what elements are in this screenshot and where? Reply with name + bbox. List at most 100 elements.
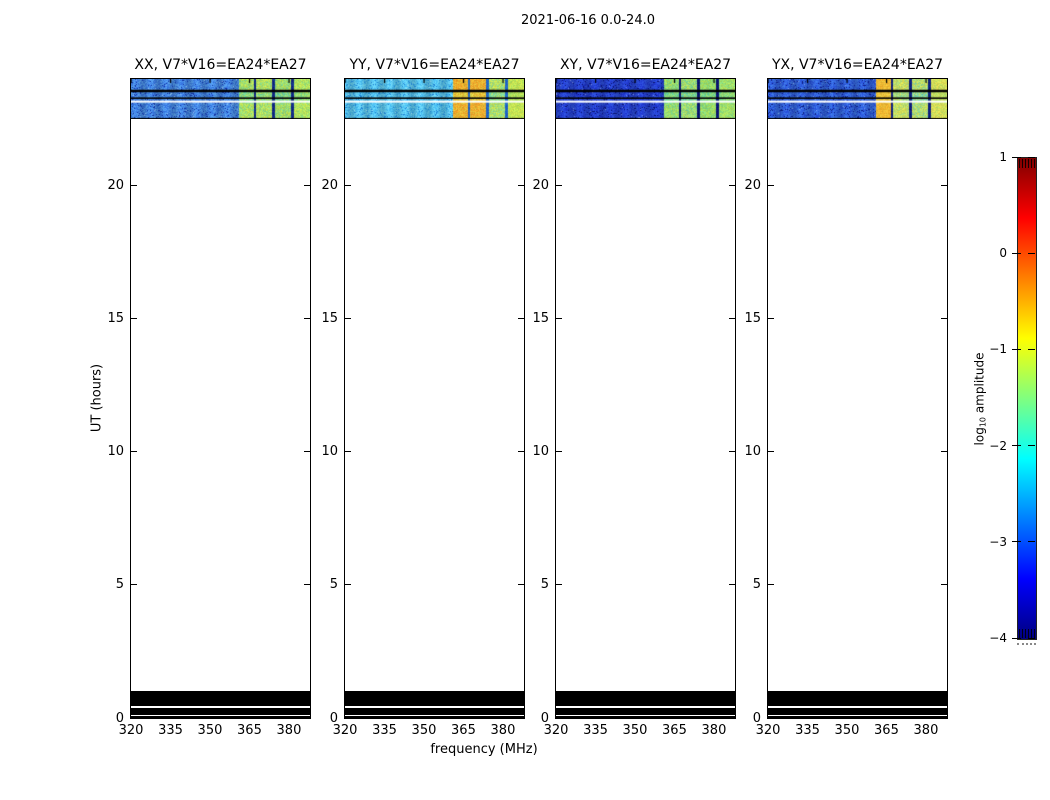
x-tick-label: 380 [913, 723, 939, 738]
y-tick [518, 584, 524, 586]
colorbar-tick-label: −2 [989, 438, 1007, 453]
y-tick-label: 10 [107, 444, 124, 460]
y-tick-label: 20 [532, 178, 549, 193]
y-tick-label: 15 [532, 311, 549, 327]
colorbar-top-hatch [1019, 159, 1035, 168]
x-tick-label: 335 [583, 723, 608, 738]
spectrogram-band-yx [768, 79, 947, 119]
y-tick-label: 0 [540, 710, 549, 726]
bottom-band-white-line [768, 715, 947, 717]
y-tick [729, 185, 735, 186]
y-tick-label: 20 [744, 178, 761, 193]
y-tick [304, 185, 310, 186]
colorbar-tick-label: 1 [999, 150, 1007, 164]
y-tick [345, 584, 351, 586]
bottom-band-white-line [556, 706, 735, 708]
y-tick [131, 318, 137, 320]
x-tick-label: 350 [622, 723, 648, 738]
x-tick-label: 365 [237, 723, 262, 738]
figure-title: 2021-06-16 0.0-24.0 [521, 13, 655, 28]
y-tick [304, 584, 310, 586]
panel-xx [130, 78, 311, 719]
y-tick-label: 10 [532, 444, 549, 460]
y-tick [768, 451, 774, 453]
y-tick [556, 185, 562, 186]
y-tick [556, 318, 562, 320]
x-tick-label: 335 [158, 723, 183, 738]
y-tick [518, 185, 524, 186]
y-tick-label: 5 [329, 577, 338, 593]
y-tick [768, 584, 774, 586]
y-tick [131, 185, 137, 186]
bottom-band-white-line [345, 715, 524, 717]
colorbar [1017, 157, 1037, 640]
bottom-band-white-line [768, 706, 947, 708]
y-tick [729, 318, 735, 320]
y-tick [729, 451, 735, 453]
y-tick [941, 318, 947, 320]
y-tick-label: 5 [752, 577, 761, 593]
colorbar-tick [1028, 637, 1035, 639]
x-tick-label: 380 [276, 723, 302, 738]
y-tick [556, 584, 562, 586]
y-tick-label: 0 [752, 710, 761, 726]
colorbar-tick-label: 0 [999, 246, 1007, 261]
bottom-band-white-line [556, 715, 735, 717]
y-tick-label: 0 [115, 710, 124, 726]
x-tick-label: 350 [197, 723, 223, 738]
colorbar-tick-label: −3 [989, 534, 1007, 549]
y-tick [768, 185, 774, 186]
y-tick-label: 15 [321, 311, 338, 327]
y-tick [941, 584, 947, 586]
colorbar-label: log10 amplitude [973, 353, 988, 446]
colorbar-tick [1028, 348, 1035, 350]
bottom-band-white-line [345, 706, 524, 708]
spectrogram-band-xy [556, 79, 735, 119]
colorbar-tick [1012, 252, 1021, 254]
x-tick-label: 380 [701, 723, 727, 738]
colorbar-tick [1012, 348, 1021, 350]
y-tick-label: 5 [540, 577, 549, 593]
y-tick-label: 20 [107, 178, 124, 193]
y-tick [131, 584, 137, 586]
bottom-band-yy [345, 691, 524, 718]
colorbar-label-prefix: log [972, 427, 987, 446]
colorbar-label-subscript: 10 [978, 416, 988, 428]
y-tick-label: 20 [321, 178, 338, 193]
colorbar-tick-label: −4 [989, 631, 1007, 645]
y-tick-label: 10 [321, 444, 338, 460]
x-tick-label: 350 [411, 723, 437, 738]
x-tick-label: 365 [451, 723, 476, 738]
colorbar-tick-label: −1 [989, 342, 1007, 357]
x-tick-label: 320 [755, 723, 781, 738]
x-tick-label: 350 [834, 723, 860, 738]
y-tick [345, 185, 351, 186]
panel-xy [555, 78, 736, 719]
y-tick [941, 185, 947, 186]
x-axis-label: frequency (MHz) [430, 742, 538, 757]
bottom-band-white-line [131, 706, 310, 708]
x-tick-label: 380 [490, 723, 516, 738]
bottom-band-white-line [131, 715, 310, 717]
bottom-band-xx [131, 691, 310, 718]
x-tick-label: 365 [662, 723, 687, 738]
colorbar-tick [1012, 156, 1021, 158]
colorbar-label-suffix: amplitude [972, 352, 987, 417]
panel-title-yx: YX, V7*V16=EA24*EA27 [771, 57, 944, 73]
colorbar-tick [1028, 156, 1035, 158]
colorbar-tick [1012, 637, 1021, 639]
bottom-band-yx [768, 691, 947, 718]
x-tick-label: 335 [795, 723, 820, 738]
y-tick [729, 584, 735, 586]
panel-title-xy: XY, V7*V16=EA24*EA27 [559, 57, 732, 73]
bottom-band-xy [556, 691, 735, 718]
spectrogram-band-yy [345, 79, 524, 119]
x-tick-label: 335 [372, 723, 397, 738]
y-tick [941, 451, 947, 453]
panel-title-yy: YY, V7*V16=EA24*EA27 [349, 57, 520, 73]
y-tick [304, 451, 310, 453]
colorbar-tick [1012, 445, 1021, 447]
x-tick-label: 320 [332, 723, 358, 738]
y-tick-label: 10 [744, 444, 761, 460]
